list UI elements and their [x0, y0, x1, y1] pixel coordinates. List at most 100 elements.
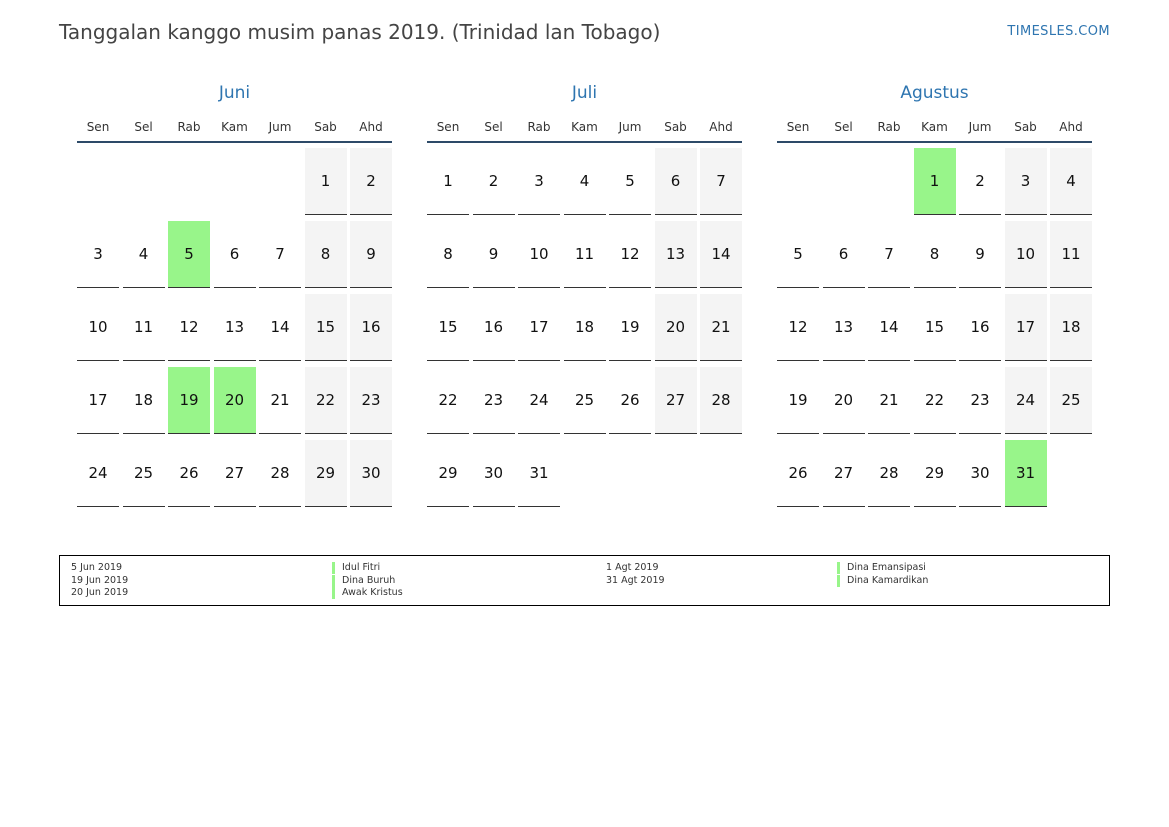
weekday-header: Sel — [484, 120, 503, 134]
day-cell: 13 — [654, 221, 697, 288]
day-cell: 23 — [350, 367, 392, 434]
holiday-day-cell: 5 — [168, 221, 210, 288]
day-cell: 3 — [1004, 148, 1047, 215]
day-cell: 19 — [609, 294, 651, 361]
weekday-header: Sab — [1014, 120, 1037, 134]
month-title: Juni — [218, 83, 251, 103]
day-cell: 15 — [913, 294, 956, 361]
day-cell: 5 — [609, 148, 651, 215]
day-cell: 21 — [700, 294, 742, 361]
holiday-day-cell: 31 — [1004, 440, 1047, 507]
day-cell: 14 — [868, 294, 910, 361]
day-cell: 12 — [777, 294, 819, 361]
day-cell: 9 — [350, 221, 392, 288]
day-cell: 31 — [518, 440, 560, 507]
day-cell: 13 — [213, 294, 256, 361]
day-cell: 21 — [868, 367, 910, 434]
day-cell: 27 — [213, 440, 256, 507]
day-cell: 25 — [1050, 367, 1092, 434]
day-cell: 18 — [1050, 294, 1092, 361]
day-cell: 1 — [304, 148, 347, 215]
day-cell: 7 — [259, 221, 301, 288]
weekday-header: Rab — [527, 120, 551, 134]
weekday-header: Kam — [221, 120, 248, 134]
day-cell: 26 — [777, 440, 819, 507]
day-cell: 28 — [259, 440, 301, 507]
day-cell: 4 — [122, 221, 165, 288]
day-cell: 20 — [654, 294, 697, 361]
day-cell: 22 — [913, 367, 956, 434]
legend-holiday-name: Idul Fitri — [332, 562, 380, 574]
legend-holiday-name: Dina Emansipasi — [837, 562, 926, 574]
weekday-header: Jum — [968, 120, 992, 134]
weekday-header: Sel — [834, 120, 853, 134]
day-cell: 30 — [472, 440, 515, 507]
legend-date: 19 Jun 2019 — [71, 574, 129, 586]
day-cell: 26 — [609, 367, 651, 434]
day-cell: 10 — [518, 221, 560, 288]
day-cell: 4 — [563, 148, 606, 215]
day-cell: 23 — [959, 367, 1001, 434]
day-cell: 9 — [959, 221, 1001, 288]
legend-holiday-name: Dina Buruh — [332, 574, 395, 587]
day-cell: 29 — [427, 440, 469, 507]
month-title: Agustus — [900, 83, 969, 103]
day-cell: 20 — [822, 367, 865, 434]
day-cell: 8 — [913, 221, 956, 288]
day-cell: 5 — [777, 221, 819, 288]
header-divider — [77, 141, 392, 143]
day-cell: 28 — [868, 440, 910, 507]
day-cell: 29 — [304, 440, 347, 507]
day-cell: 3 — [77, 221, 119, 288]
day-cell: 24 — [1004, 367, 1047, 434]
weekday-header: Sel — [134, 120, 153, 134]
legend-date: 20 Jun 2019 — [71, 587, 129, 598]
day-cell: 19 — [777, 367, 819, 434]
legend-date: 5 Jun 2019 — [71, 562, 123, 573]
weekday-header: Ahd — [709, 120, 733, 134]
day-cell: 25 — [563, 367, 606, 434]
page-title: Tanggalan kanggo musim panas 2019. (Trin… — [59, 20, 661, 44]
day-cell: 7 — [868, 221, 910, 288]
legend-holiday-name: Dina Kamardikan — [837, 574, 928, 587]
weekday-header: Jum — [268, 120, 292, 134]
day-cell: 9 — [472, 221, 515, 288]
day-cell: 30 — [959, 440, 1001, 507]
day-cell: 2 — [959, 148, 1001, 215]
weekday-header: Ahd — [1059, 120, 1083, 134]
day-cell: 12 — [168, 294, 210, 361]
weekday-header: Sab — [664, 120, 687, 134]
day-cell: 6 — [822, 221, 865, 288]
day-cell: 27 — [822, 440, 865, 507]
month-title: Juli — [571, 83, 598, 103]
day-cell: 10 — [77, 294, 119, 361]
legend-date: 31 Agt 2019 — [606, 574, 665, 586]
day-cell: 3 — [518, 148, 560, 215]
brand-link[interactable]: TIMESLES.COM — [1007, 24, 1110, 39]
day-cell: 24 — [518, 367, 560, 434]
header-divider — [427, 141, 742, 143]
day-cell: 25 — [122, 440, 165, 507]
day-cell: 6 — [654, 148, 697, 215]
day-cell: 14 — [259, 294, 301, 361]
weekday-header: Jum — [618, 120, 642, 134]
weekday-header: Ahd — [359, 120, 383, 134]
day-cell: 1 — [427, 148, 469, 215]
day-cell: 17 — [518, 294, 560, 361]
day-cell: 21 — [259, 367, 301, 434]
legend-holiday-name: Awak Kristus — [332, 587, 403, 599]
weekday-header: Sen — [86, 120, 110, 134]
day-cell: 13 — [822, 294, 865, 361]
day-cell: 8 — [427, 221, 469, 288]
day-cell: 22 — [427, 367, 469, 434]
day-cell: 15 — [427, 294, 469, 361]
day-cell: 16 — [350, 294, 392, 361]
day-cell: 15 — [304, 294, 347, 361]
day-cell: 17 — [77, 367, 119, 434]
weekday-header: Kam — [571, 120, 598, 134]
holiday-legend: 5 Jun 2019 19 Jun 2019 20 Jun 2019 Idul Fit… — [59, 555, 1110, 606]
day-cell: 8 — [304, 221, 347, 288]
day-cell: 27 — [654, 367, 697, 434]
day-cell: 16 — [472, 294, 515, 361]
weekday-header: Sen — [786, 120, 810, 134]
